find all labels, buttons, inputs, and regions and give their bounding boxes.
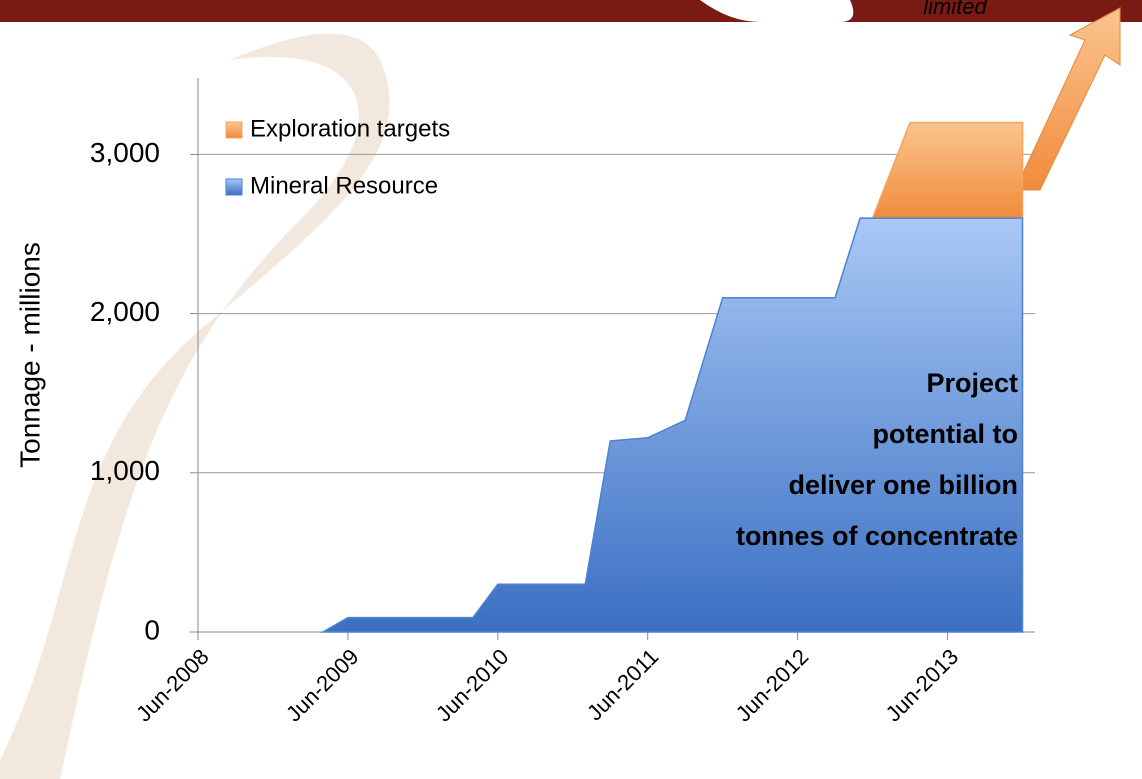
y-tick-label: 3,000 xyxy=(90,137,160,168)
x-tick-label: Jun-2013 xyxy=(881,644,964,727)
annotation: tonnes of concentrate xyxy=(736,521,1018,551)
legend-label: Exploration targets xyxy=(250,115,450,142)
annotation: deliver one billion xyxy=(788,470,1018,500)
logo-text: limited xyxy=(923,0,987,19)
legend-swatch xyxy=(226,122,242,138)
plot: 0 1,000 2,000 3,000 Jun-2008 Jun-2009 Jun-2010… xyxy=(90,115,1035,726)
slide: limited Tonnage - millions 0 1,000 2,000 3,… xyxy=(0,0,1142,779)
x-tick-label: Jun-2008 xyxy=(131,644,214,727)
arrow-decoration xyxy=(1015,8,1120,190)
x-tick-label: Jun-2011 xyxy=(582,644,663,725)
legend-swatch xyxy=(226,179,242,195)
y-tick-label: 1,000 xyxy=(90,455,160,486)
exploration-area xyxy=(873,123,1023,219)
legend-label: Mineral Resource xyxy=(250,172,438,199)
y-axis-label: Tonnage - millions xyxy=(14,242,45,468)
y-tick-label: 0 xyxy=(144,614,160,645)
x-tick-label: Jun-2010 xyxy=(431,644,514,727)
annotation: potential to xyxy=(873,419,1018,449)
y-tick-label: 2,000 xyxy=(90,296,160,327)
x-tick-label: Jun-2012 xyxy=(731,644,814,727)
x-tick-label: Jun-2009 xyxy=(281,644,364,727)
annotation: Project xyxy=(926,368,1018,398)
